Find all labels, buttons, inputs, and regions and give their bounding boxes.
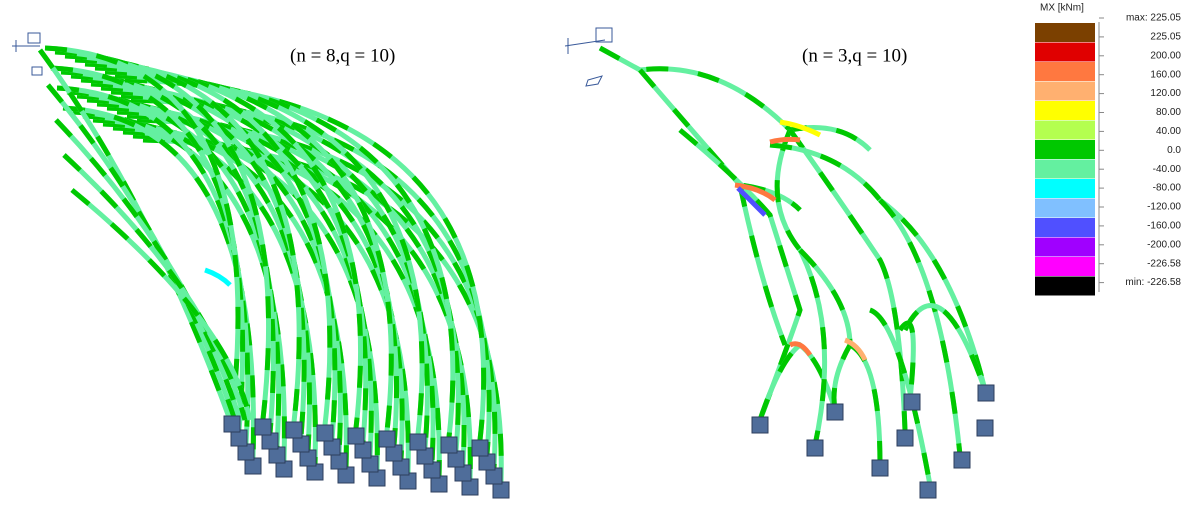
member (777, 130, 824, 445)
panel-label: (n = 8,q = 10) (290, 45, 395, 66)
foundation (872, 460, 888, 476)
foundation (410, 434, 426, 450)
legend-label: max: 225.05 (1126, 13, 1181, 24)
structure-n8 (40, 48, 509, 498)
legend-swatch (1035, 23, 1095, 42)
legend-swatch (1035, 218, 1095, 237)
legend-label: 225.05 (1150, 32, 1181, 43)
canvas: (n = 8,q = 10) (n = 3,q = 10) MX [kNm] m… (0, 0, 1188, 506)
legend-label: -40.00 (1153, 164, 1182, 175)
foundation (978, 385, 994, 401)
foundation (920, 482, 936, 498)
member (770, 145, 985, 390)
foundation (255, 419, 271, 435)
stress-highlight (205, 270, 230, 285)
foundation (954, 452, 970, 468)
member (680, 130, 800, 420)
legend-label: -226.58 (1147, 258, 1181, 269)
legend: MX [kNm] max: 225.05 225.05 200.00 160.00 12… (1035, 3, 1181, 296)
legend-swatch (1035, 160, 1095, 179)
legend-swatch (1035, 62, 1095, 81)
legend-swatch (1035, 43, 1095, 62)
legend-swatch (1035, 101, 1095, 120)
member (777, 130, 824, 445)
legend-label: 200.00 (1150, 50, 1181, 61)
foundation (379, 431, 395, 447)
legend-swatch (1035, 257, 1095, 276)
stress-highlight (770, 139, 800, 142)
legend-label: 120.00 (1150, 88, 1181, 99)
legend-swatch (1035, 82, 1095, 101)
legend-label: 0.0 (1167, 145, 1181, 156)
legend-label: -120.00 (1147, 202, 1181, 213)
panel-label: (n = 3,q = 10) (802, 45, 907, 66)
legend-label: 80.00 (1156, 107, 1181, 118)
legend-swatch (1035, 140, 1095, 159)
legend-label: 40.00 (1156, 126, 1181, 137)
legend-label: min: -226.58 (1125, 277, 1181, 288)
member (680, 130, 800, 420)
foundation (827, 404, 843, 420)
legend-swatch (1035, 121, 1095, 140)
legend-label: 160.00 (1150, 69, 1181, 80)
foundation (224, 416, 240, 432)
foundation (904, 394, 920, 410)
legend-title: MX [kNm] (1040, 3, 1084, 14)
legend-label: -80.00 (1153, 183, 1182, 194)
foundation (897, 430, 913, 446)
foundation (317, 425, 333, 441)
figure: (n = 8,q = 10) (n = 3,q = 10) MX [kNm] m… (0, 0, 1188, 506)
foundation (286, 422, 302, 438)
legend-swatch (1035, 277, 1095, 296)
legend-swatch (1035, 179, 1095, 198)
foundation (348, 428, 364, 444)
foundation (441, 437, 457, 453)
foundation (752, 417, 768, 433)
foundation (807, 440, 823, 456)
member (770, 145, 985, 390)
foundation (977, 420, 993, 436)
member (790, 130, 905, 430)
legend-swatch (1035, 199, 1095, 218)
legend-label: -160.00 (1147, 221, 1181, 232)
foundation (472, 440, 488, 456)
legend-label: -200.00 (1147, 239, 1181, 250)
legend-swatch (1035, 238, 1095, 257)
